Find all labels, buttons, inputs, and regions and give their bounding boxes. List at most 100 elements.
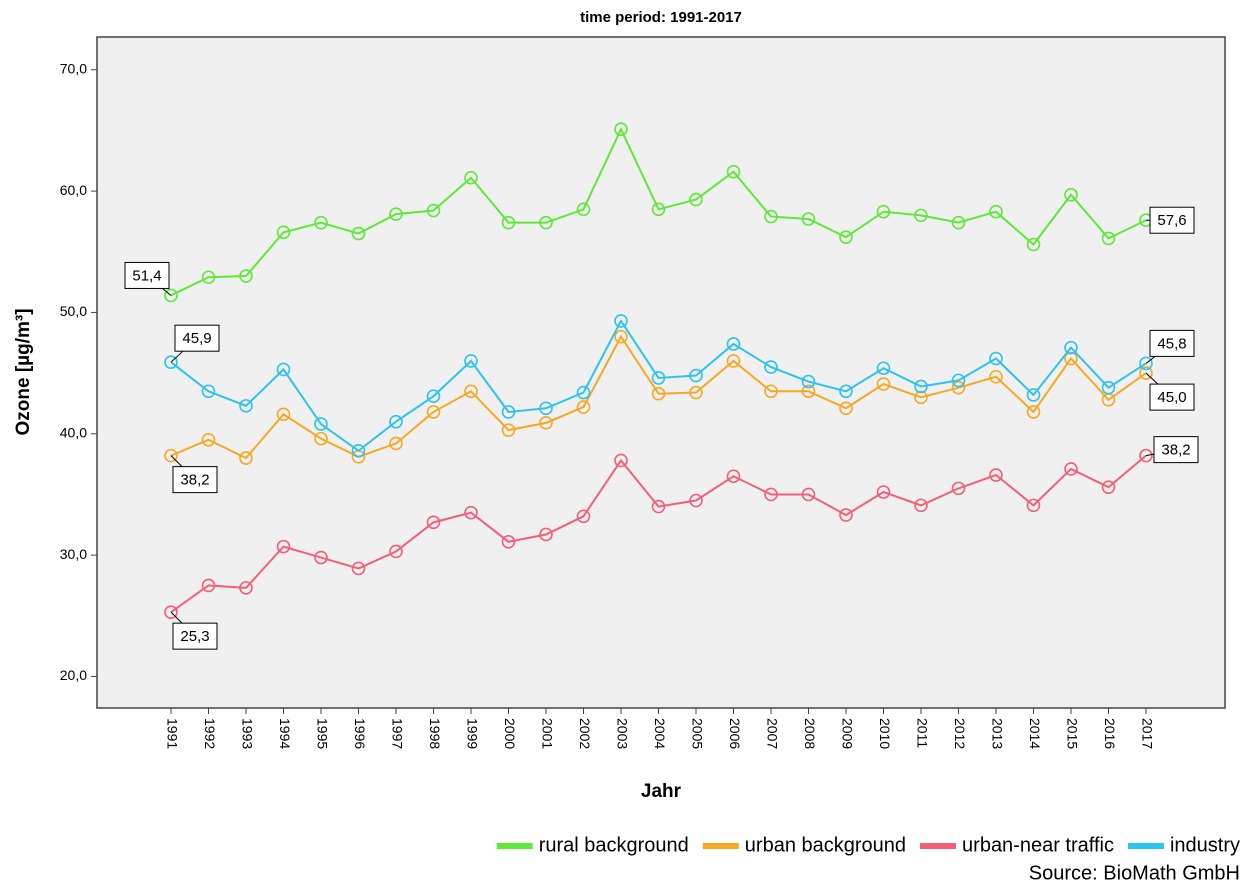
data-point bbox=[239, 269, 253, 283]
data-point bbox=[1139, 448, 1153, 463]
data-point bbox=[314, 215, 328, 230]
data-point bbox=[651, 386, 666, 401]
data-point bbox=[201, 384, 216, 399]
data-point bbox=[351, 226, 366, 241]
data-label: 25,3 bbox=[180, 628, 209, 645]
data-point bbox=[876, 485, 891, 499]
data-point bbox=[764, 360, 778, 374]
callout-box bbox=[1149, 329, 1195, 357]
data-point bbox=[764, 209, 778, 224]
data-point bbox=[1139, 356, 1153, 371]
series-line bbox=[170, 318, 1147, 453]
x-tick-label: 1994 bbox=[277, 718, 293, 749]
y-tick-label: 30,0 bbox=[60, 546, 87, 562]
y-tick-label: 40,0 bbox=[60, 424, 87, 440]
x-tick-label: 1995 bbox=[314, 718, 330, 749]
data-point bbox=[801, 384, 816, 399]
data-point bbox=[539, 401, 553, 416]
source: Source: BioMath GmbH bbox=[1029, 862, 1240, 884]
data-point bbox=[164, 288, 178, 303]
data-point bbox=[1026, 498, 1041, 513]
callout-box bbox=[174, 324, 220, 352]
data-point bbox=[1026, 405, 1041, 419]
data-point bbox=[389, 544, 403, 559]
data-point bbox=[726, 469, 741, 484]
data-point bbox=[801, 212, 816, 226]
data-point bbox=[276, 362, 291, 377]
callout-box bbox=[1153, 436, 1199, 464]
data-point bbox=[914, 208, 928, 223]
data-point bbox=[989, 369, 1003, 384]
data-point bbox=[1064, 351, 1078, 366]
data-point bbox=[576, 509, 591, 524]
data-point bbox=[876, 204, 891, 219]
data-point bbox=[951, 481, 966, 496]
data-point bbox=[464, 384, 478, 399]
data-point bbox=[426, 389, 441, 403]
data-point bbox=[389, 207, 403, 221]
x-tick-label: 1998 bbox=[427, 718, 443, 749]
data-point bbox=[276, 539, 291, 554]
data-point bbox=[914, 390, 928, 405]
data-point bbox=[651, 371, 666, 385]
data-label: 38,2 bbox=[180, 472, 209, 489]
data-point bbox=[201, 270, 216, 285]
data-point bbox=[201, 578, 216, 593]
legend-label: rural background bbox=[539, 834, 689, 856]
series-line bbox=[170, 454, 1147, 613]
x-tick-label: 1992 bbox=[202, 718, 218, 749]
data-point bbox=[876, 361, 891, 376]
data-point bbox=[164, 355, 178, 369]
data-label: 51,4 bbox=[132, 267, 161, 284]
data-point bbox=[689, 493, 703, 508]
x-tick-label: 2008 bbox=[802, 718, 818, 749]
data-point bbox=[539, 215, 553, 230]
data-point bbox=[164, 448, 178, 463]
data-point bbox=[989, 468, 1003, 482]
x-tick-label: 1999 bbox=[464, 718, 480, 749]
y-tick-label: 20,0 bbox=[60, 667, 87, 683]
data-point bbox=[726, 337, 741, 351]
data-point bbox=[1101, 480, 1116, 494]
data-point bbox=[651, 499, 666, 514]
x-tick-label: 2009 bbox=[839, 718, 855, 749]
data-point bbox=[501, 215, 516, 230]
data-point bbox=[314, 431, 328, 446]
callout-box bbox=[124, 261, 170, 289]
data-point bbox=[614, 122, 628, 137]
data-point bbox=[876, 377, 891, 391]
x-tick-label: 2015 bbox=[1064, 718, 1080, 749]
data-point bbox=[276, 225, 291, 240]
data-point bbox=[614, 329, 628, 344]
data-point bbox=[1026, 237, 1041, 252]
data-point bbox=[839, 384, 853, 399]
callout-box bbox=[172, 622, 218, 650]
data-point bbox=[839, 508, 853, 522]
x-tick-label: 1996 bbox=[352, 718, 368, 749]
data-label: 38,2 bbox=[1161, 442, 1190, 459]
y-tick-label: 50,0 bbox=[60, 303, 87, 319]
data-point bbox=[726, 164, 741, 179]
x-tick-label: 1997 bbox=[389, 718, 405, 749]
data-point bbox=[314, 417, 328, 431]
data-point bbox=[801, 374, 816, 389]
x-tick-label: 2010 bbox=[877, 718, 893, 749]
data-point bbox=[726, 354, 741, 368]
data-point bbox=[1064, 340, 1078, 355]
x-tick-label: 2006 bbox=[727, 718, 743, 749]
x-tick-label: 2013 bbox=[989, 718, 1005, 749]
data-point bbox=[539, 527, 553, 542]
y-tick-label: 60,0 bbox=[60, 182, 87, 198]
x-tick-label: 2007 bbox=[764, 718, 780, 749]
x-tick-label: 2011 bbox=[914, 718, 930, 748]
legend-label: urban-near traffic bbox=[962, 834, 1114, 856]
data-point bbox=[951, 215, 966, 230]
data-label: 57,6 bbox=[1157, 212, 1186, 229]
data-point bbox=[426, 405, 441, 419]
x-tick-label: 1993 bbox=[239, 718, 255, 749]
data-point bbox=[839, 401, 853, 416]
callout-box bbox=[1149, 206, 1195, 234]
legend: rural background urban background urban-ne… bbox=[496, 834, 1240, 856]
data-point bbox=[314, 550, 328, 565]
